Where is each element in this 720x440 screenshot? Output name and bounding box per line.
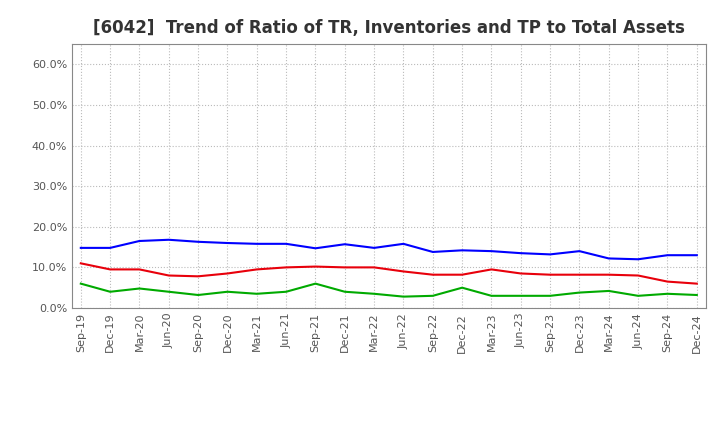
Trade Payables — [693, 292, 701, 297]
Trade Payables — [311, 281, 320, 286]
Trade Payables — [487, 293, 496, 298]
Inventories — [546, 252, 554, 257]
Trade Receivables — [693, 281, 701, 286]
Trade Payables — [370, 291, 379, 297]
Trade Payables — [282, 289, 290, 294]
Inventories — [282, 241, 290, 246]
Line: Inventories: Inventories — [81, 240, 697, 259]
Trade Payables — [575, 290, 584, 295]
Line: Trade Payables: Trade Payables — [81, 284, 697, 297]
Trade Receivables — [399, 269, 408, 274]
Trade Receivables — [311, 264, 320, 269]
Trade Payables — [546, 293, 554, 298]
Trade Receivables — [76, 260, 85, 266]
Trade Payables — [516, 293, 525, 298]
Inventories — [399, 241, 408, 246]
Inventories — [223, 240, 232, 246]
Trade Receivables — [164, 273, 173, 278]
Line: Trade Receivables: Trade Receivables — [81, 263, 697, 284]
Trade Receivables — [663, 279, 672, 284]
Trade Payables — [663, 291, 672, 297]
Trade Receivables — [605, 272, 613, 277]
Trade Receivables — [282, 265, 290, 270]
Trade Receivables — [341, 265, 349, 270]
Inventories — [487, 249, 496, 254]
Inventories — [663, 253, 672, 258]
Inventories — [428, 249, 437, 255]
Inventories — [370, 245, 379, 250]
Trade Payables — [458, 285, 467, 290]
Trade Payables — [194, 292, 202, 297]
Inventories — [135, 238, 144, 244]
Inventories — [311, 246, 320, 251]
Trade Receivables — [487, 267, 496, 272]
Inventories — [194, 239, 202, 245]
Trade Payables — [634, 293, 642, 298]
Inventories — [605, 256, 613, 261]
Trade Receivables — [546, 272, 554, 277]
Trade Payables — [106, 289, 114, 294]
Trade Receivables — [516, 271, 525, 276]
Trade Payables — [76, 281, 85, 286]
Inventories — [458, 248, 467, 253]
Title: [6042]  Trend of Ratio of TR, Inventories and TP to Total Assets: [6042] Trend of Ratio of TR, Inventories… — [93, 19, 685, 37]
Trade Receivables — [575, 272, 584, 277]
Trade Payables — [135, 286, 144, 291]
Trade Receivables — [135, 267, 144, 272]
Inventories — [693, 253, 701, 258]
Trade Payables — [399, 294, 408, 299]
Trade Receivables — [194, 274, 202, 279]
Trade Payables — [253, 291, 261, 297]
Inventories — [575, 249, 584, 254]
Trade Receivables — [223, 271, 232, 276]
Trade Payables — [605, 288, 613, 293]
Inventories — [634, 257, 642, 262]
Inventories — [164, 237, 173, 242]
Trade Receivables — [634, 273, 642, 278]
Inventories — [341, 242, 349, 247]
Trade Receivables — [370, 265, 379, 270]
Inventories — [253, 241, 261, 246]
Trade Receivables — [428, 272, 437, 277]
Trade Payables — [341, 289, 349, 294]
Trade Receivables — [106, 267, 114, 272]
Trade Payables — [164, 289, 173, 294]
Trade Payables — [428, 293, 437, 298]
Trade Receivables — [458, 272, 467, 277]
Inventories — [516, 250, 525, 256]
Trade Receivables — [253, 267, 261, 272]
Inventories — [106, 245, 114, 250]
Inventories — [76, 245, 85, 250]
Trade Payables — [223, 289, 232, 294]
